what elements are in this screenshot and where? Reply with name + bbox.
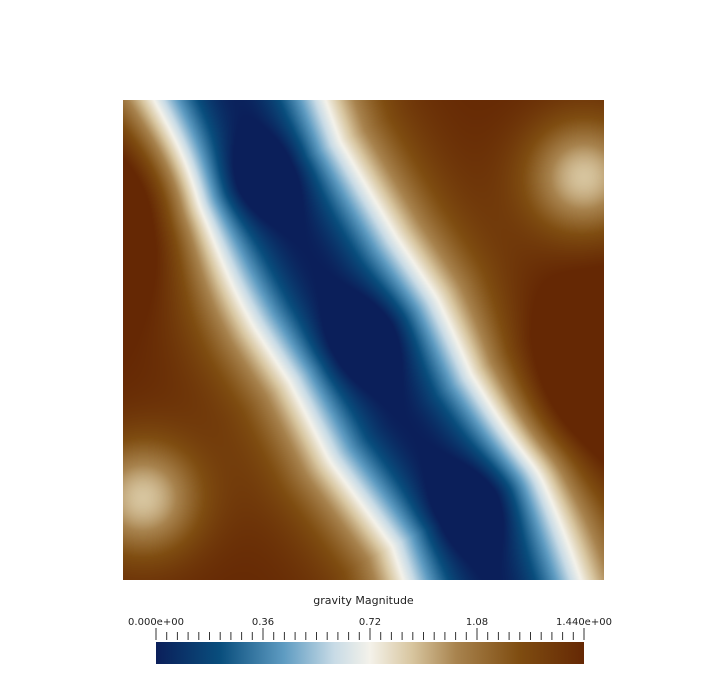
colorbar-tick-label: 0.36 [252,617,274,628]
colorbar-tick-label: 1.440e+00 [556,617,612,628]
colorbar-tick-labels: 0.000e+00 0.36 0.72 1.08 1.440e+00 [128,617,612,628]
gravity-magnitude-field[interactable] [123,100,604,580]
colorbar-tick-label: 0.72 [359,617,381,628]
colorbar-tick-label: 0.000e+00 [128,617,184,628]
colorbar-tick-label: 1.08 [466,617,488,628]
colorbar: 0.000e+00 0.36 0.72 1.08 1.440e+00 [128,617,612,664]
colorbar-gradient [156,642,584,664]
colorbar-title: gravity Magnitude [313,594,414,607]
colorbar-tick-marks [155,628,585,640]
